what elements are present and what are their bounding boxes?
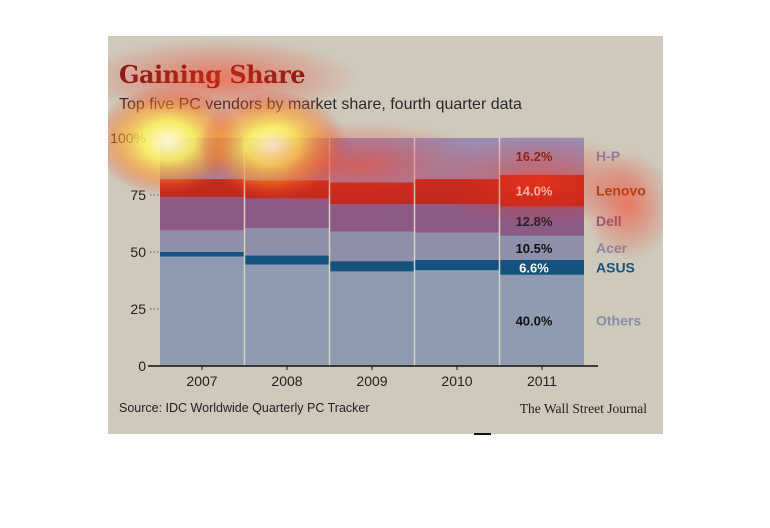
bar-segment-others xyxy=(415,270,499,366)
data-label: 6.6% xyxy=(519,260,549,275)
bar-segment-lenovo xyxy=(160,179,244,198)
data-label: 40.0% xyxy=(516,313,553,328)
bar-segment-hp xyxy=(245,138,329,181)
bar-segment-lenovo xyxy=(245,180,329,199)
bar-segment-others xyxy=(500,274,584,366)
stacked-bar-chart: 0 25 50 75 100% 2007 2008 2009 2010 2011 40.0% Othe… xyxy=(110,130,646,389)
y-tick-label: 25 xyxy=(130,301,146,317)
publisher-credit: The Wall Street Journal xyxy=(519,401,647,416)
x-tick-label: 2008 xyxy=(271,373,302,389)
x-tick-label: 2009 xyxy=(356,373,387,389)
bar-segment-asus xyxy=(415,259,499,271)
y-tick-label: 50 xyxy=(130,244,146,260)
legend-entry: H-P xyxy=(596,148,620,164)
bar-segment-acer xyxy=(245,228,329,256)
data-label: 10.5% xyxy=(516,241,553,256)
stray-mark xyxy=(474,433,491,435)
bar-segment-dell xyxy=(160,197,244,231)
data-label: 16.2% xyxy=(516,149,553,164)
bar-segment-lenovo xyxy=(330,182,414,205)
bar-segment-dell xyxy=(415,204,499,233)
bar-segment-acer xyxy=(415,232,499,260)
bar-segment-lenovo xyxy=(415,179,499,205)
bar-segment-asus xyxy=(330,261,414,272)
bar-segment-others xyxy=(330,271,414,366)
y-tick-label: 100% xyxy=(110,130,146,146)
x-tick-label: 2011 xyxy=(527,373,557,389)
chart-figure: Gaining Share Top five PC vendors by mar… xyxy=(108,36,663,434)
x-tick-label: 2010 xyxy=(441,373,472,389)
bar-segment-hp xyxy=(415,138,499,180)
legend-entry: Dell xyxy=(596,213,622,229)
bar-segment-acer xyxy=(500,235,584,260)
legend-entry: Acer xyxy=(596,240,628,256)
data-label: 12.8% xyxy=(516,214,553,229)
y-tick-label: 0 xyxy=(138,358,146,374)
x-tick-label: 2007 xyxy=(186,373,217,389)
legend-entry: Others xyxy=(596,312,641,328)
bar-segment-acer xyxy=(160,230,244,252)
bar-segment-asus xyxy=(245,255,329,265)
bar-segment-hp xyxy=(330,138,414,183)
legend-entry: Lenovo xyxy=(596,183,646,199)
bar-segment-hp xyxy=(160,138,244,180)
bar-segment-asus xyxy=(160,252,244,257)
bar-segment-dell xyxy=(330,204,414,232)
bar-segment-others xyxy=(160,256,244,366)
y-tick-label: 75 xyxy=(130,187,146,203)
bar-segment-others xyxy=(245,264,329,366)
legend-entry: ASUS xyxy=(596,259,635,275)
bar-segment-asus xyxy=(500,259,584,275)
bar-segment-acer xyxy=(330,231,414,262)
data-label: 14.0% xyxy=(516,184,553,199)
source-note: Source: IDC Worldwide Quarterly PC Track… xyxy=(119,401,370,415)
bar-segment-dell xyxy=(245,198,329,229)
